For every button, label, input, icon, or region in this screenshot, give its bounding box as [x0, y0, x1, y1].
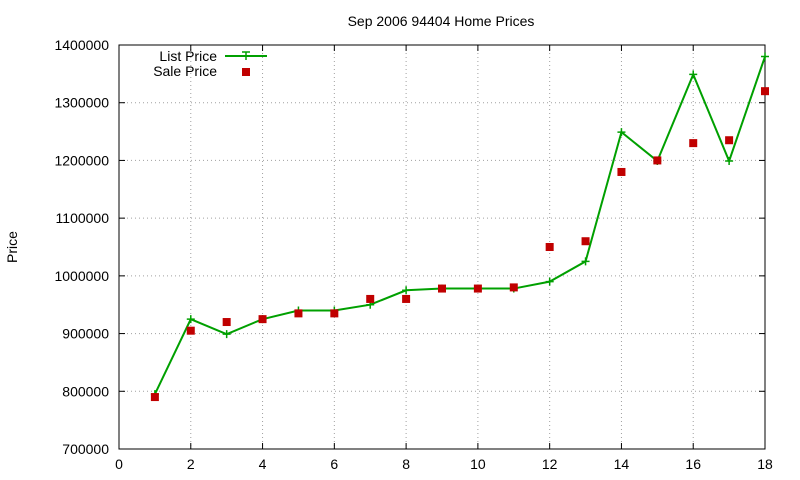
x-tick-label: 10	[470, 456, 486, 472]
series-list-price	[150, 52, 769, 399]
data-point-sale-price	[509, 283, 518, 292]
x-tick-label: 16	[685, 456, 701, 472]
data-point-list-price	[545, 277, 554, 286]
y-tick-label: 1200000	[54, 152, 109, 168]
axis-ticks	[118, 44, 766, 450]
data-point-list-price	[617, 128, 626, 137]
data-point-sale-price	[438, 284, 446, 293]
data-point-sale-price	[258, 315, 267, 324]
legend-marker-sale-price	[242, 68, 250, 76]
data-point-list-price	[222, 330, 231, 339]
y-tick-label: 900000	[62, 326, 109, 342]
x-axis-tick-labels: 0 2 4 6 8 10 12 14 16 18	[115, 456, 773, 472]
y-tick-label: 1400000	[54, 37, 109, 53]
series-line-list-price	[153, 56, 766, 395]
y-axis-tick-labels: 700000 800000 900000 1000000 1100000 1200000 1…	[54, 37, 109, 457]
legend-label-list-price: List Price	[159, 48, 217, 64]
data-point-list-price	[186, 315, 195, 324]
data-point-list-price	[761, 52, 769, 61]
legend-marker-list-price	[242, 51, 250, 60]
data-point-list-price	[402, 286, 411, 295]
y-tick-label: 1000000	[54, 268, 109, 284]
data-point-sale-price	[366, 294, 375, 303]
x-tick-label: 18	[757, 456, 773, 472]
legend-label-sale-price: Sale Price	[153, 63, 217, 79]
data-point-sale-price	[330, 309, 339, 318]
data-point-sale-price	[689, 139, 698, 148]
data-point-sale-price	[222, 318, 231, 327]
data-point-sale-price	[653, 156, 662, 165]
x-tick-label: 0	[115, 456, 123, 472]
data-point-sale-price	[617, 167, 626, 176]
data-point-sale-price	[402, 294, 411, 303]
y-tick-label: 1100000	[56, 210, 110, 226]
plot-frame	[118, 44, 766, 450]
series-sale-price	[150, 87, 769, 402]
data-point-sale-price	[545, 243, 554, 251]
x-tick-label: 6	[330, 456, 338, 472]
data-point-list-price	[725, 157, 734, 166]
data-point-sale-price	[186, 326, 195, 335]
y-axis-label: Price	[4, 231, 20, 263]
x-tick-label: 12	[542, 456, 558, 472]
y-tick-label: 700000	[62, 441, 109, 457]
data-point-sale-price	[581, 237, 590, 246]
data-point-sale-price	[150, 393, 159, 402]
data-point-sale-price	[473, 284, 482, 293]
data-point-list-price	[581, 257, 590, 266]
data-point-list-price	[689, 70, 698, 79]
grid	[119, 45, 765, 449]
x-tick-label: 4	[259, 456, 267, 472]
y-tick-label: 1300000	[54, 95, 109, 111]
data-point-sale-price	[725, 136, 734, 145]
data-point-sale-price	[294, 309, 303, 318]
y-tick-label: 800000	[62, 383, 109, 399]
series	[150, 52, 769, 402]
chart-title: Sep 2006 94404 Home Prices	[348, 13, 535, 29]
legend: List Price Sale Price	[153, 48, 267, 79]
data-point-sale-price	[761, 87, 769, 96]
x-tick-label: 2	[187, 456, 195, 472]
x-tick-label: 14	[614, 456, 630, 472]
x-tick-label: 8	[402, 456, 410, 472]
